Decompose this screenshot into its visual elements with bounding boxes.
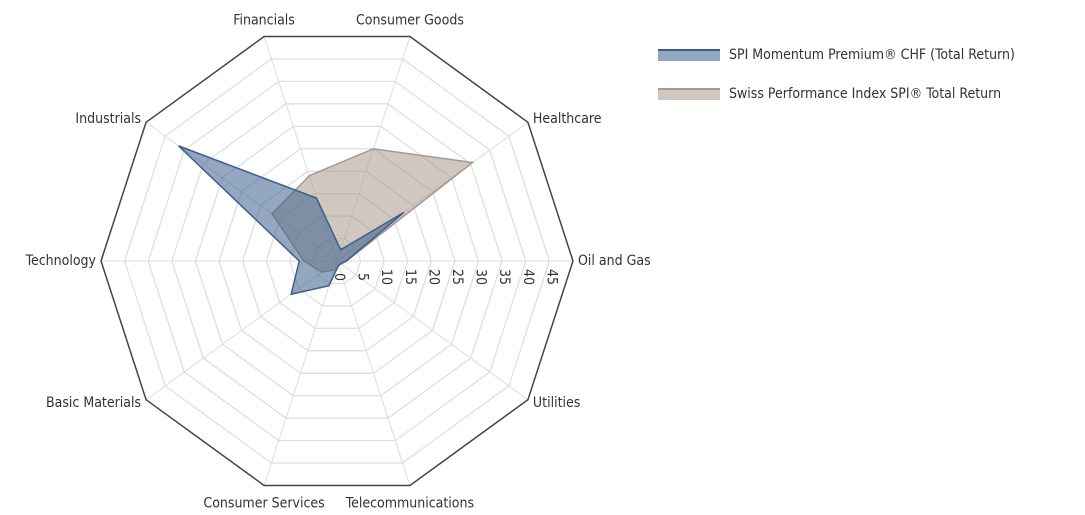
r-tick-label: 40 xyxy=(520,269,536,285)
r-tick-label: 10 xyxy=(378,269,394,285)
category-label: Telecommunications xyxy=(345,495,474,511)
legend-label: SPI Momentum Premium® CHF (Total Return) xyxy=(729,47,1015,63)
r-tick-label: 30 xyxy=(473,269,489,285)
category-label: Industrials xyxy=(75,111,141,127)
r-tick-label: 0 xyxy=(331,273,347,281)
legend-swatch xyxy=(658,49,720,61)
legend-swatch xyxy=(658,88,720,100)
r-tick-label: 35 xyxy=(496,269,512,285)
category-label: Utilities xyxy=(533,395,580,411)
r-tick-label: 45 xyxy=(543,269,559,285)
category-label: Consumer Goods xyxy=(356,13,464,29)
r-tick-label: 15 xyxy=(402,269,418,285)
grid-line xyxy=(123,58,551,464)
category-label: Consumer Services xyxy=(203,495,324,511)
grid-line xyxy=(171,103,503,419)
category-label: Healthcare xyxy=(533,111,602,127)
category-label: Oil and Gas xyxy=(578,253,651,269)
category-label: Financials xyxy=(233,13,295,29)
series-area xyxy=(178,145,405,296)
r-tick-label: 5 xyxy=(355,273,371,281)
category-label: Basic Materials xyxy=(46,395,141,411)
r-tick-label: 25 xyxy=(449,269,465,285)
outer-frame xyxy=(100,35,574,487)
r-tick-label: 20 xyxy=(425,269,441,285)
grid-line xyxy=(147,80,527,442)
legend-label: Swiss Performance Index SPI® Total Retur… xyxy=(729,86,1001,102)
category-label: Technology xyxy=(25,253,97,269)
